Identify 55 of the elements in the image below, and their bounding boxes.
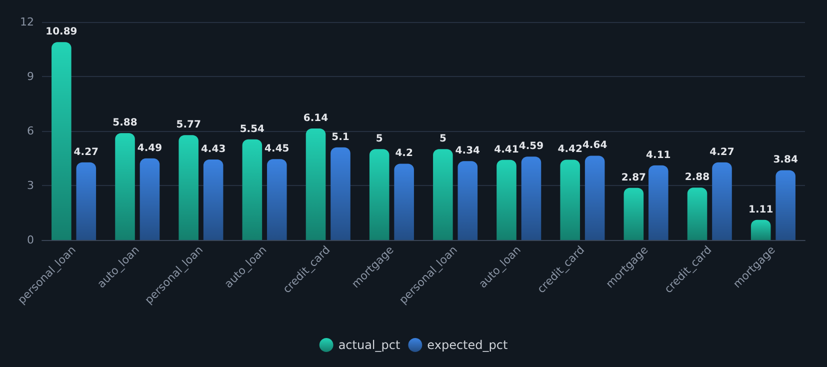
bar [76, 162, 96, 240]
data-label: 4.42 [558, 144, 582, 156]
bar [776, 170, 796, 240]
data-label: 4.45 [264, 144, 290, 155]
bar [140, 158, 160, 240]
bar [330, 147, 350, 240]
bar [624, 188, 644, 240]
data-label: 4.34 [455, 146, 480, 157]
data-label: 4.11 [646, 150, 671, 161]
data-label: 5.88 [112, 118, 138, 129]
y-tick-label: 6 [27, 124, 34, 138]
data-label: 6.14 [303, 112, 328, 124]
legend-label: expected_pct [427, 338, 508, 352]
data-label: 4.27 [710, 146, 734, 158]
data-label: 1.11 [748, 204, 774, 216]
data-label: 5 [376, 134, 383, 145]
data-label: 10.89 [46, 26, 78, 38]
data-label: 2.88 [684, 172, 710, 184]
data-label: 4.43 [200, 144, 226, 156]
bar [394, 164, 414, 240]
data-label: 5 [439, 134, 446, 145]
bar [687, 188, 708, 240]
bar [203, 160, 224, 240]
data-label: 4.49 [137, 142, 162, 154]
bar [433, 149, 453, 240]
bar [267, 159, 287, 240]
bar [242, 139, 262, 240]
bar [306, 128, 326, 240]
y-tick-label: 3 [27, 179, 34, 192]
bar [584, 156, 605, 240]
data-label: 4.27 [74, 146, 99, 158]
bar [178, 135, 198, 240]
data-label: 5.77 [176, 120, 201, 131]
data-label: 2.87 [621, 172, 646, 184]
bar [369, 149, 390, 240]
data-label: 4.2 [395, 148, 413, 160]
y-tick-label: 9 [27, 70, 34, 83]
data-label: 4.64 [582, 140, 608, 152]
data-label: 5.54 [240, 124, 265, 135]
bar [458, 161, 478, 240]
bar [496, 160, 516, 240]
bar [560, 160, 580, 240]
bar [648, 165, 668, 240]
bar [521, 156, 542, 240]
legend-label: actual_pct [338, 338, 400, 352]
data-label: 3.84 [773, 154, 798, 166]
data-label: 5.1 [332, 132, 350, 143]
bar [712, 162, 732, 240]
y-tick-label: 12 [20, 16, 34, 28]
data-label: 4.59 [518, 141, 544, 152]
bar [115, 133, 135, 240]
data-label: 4.41 [494, 144, 519, 156]
bar [750, 220, 771, 240]
y-tick-label: 0 [27, 234, 34, 246]
bar [52, 42, 72, 240]
